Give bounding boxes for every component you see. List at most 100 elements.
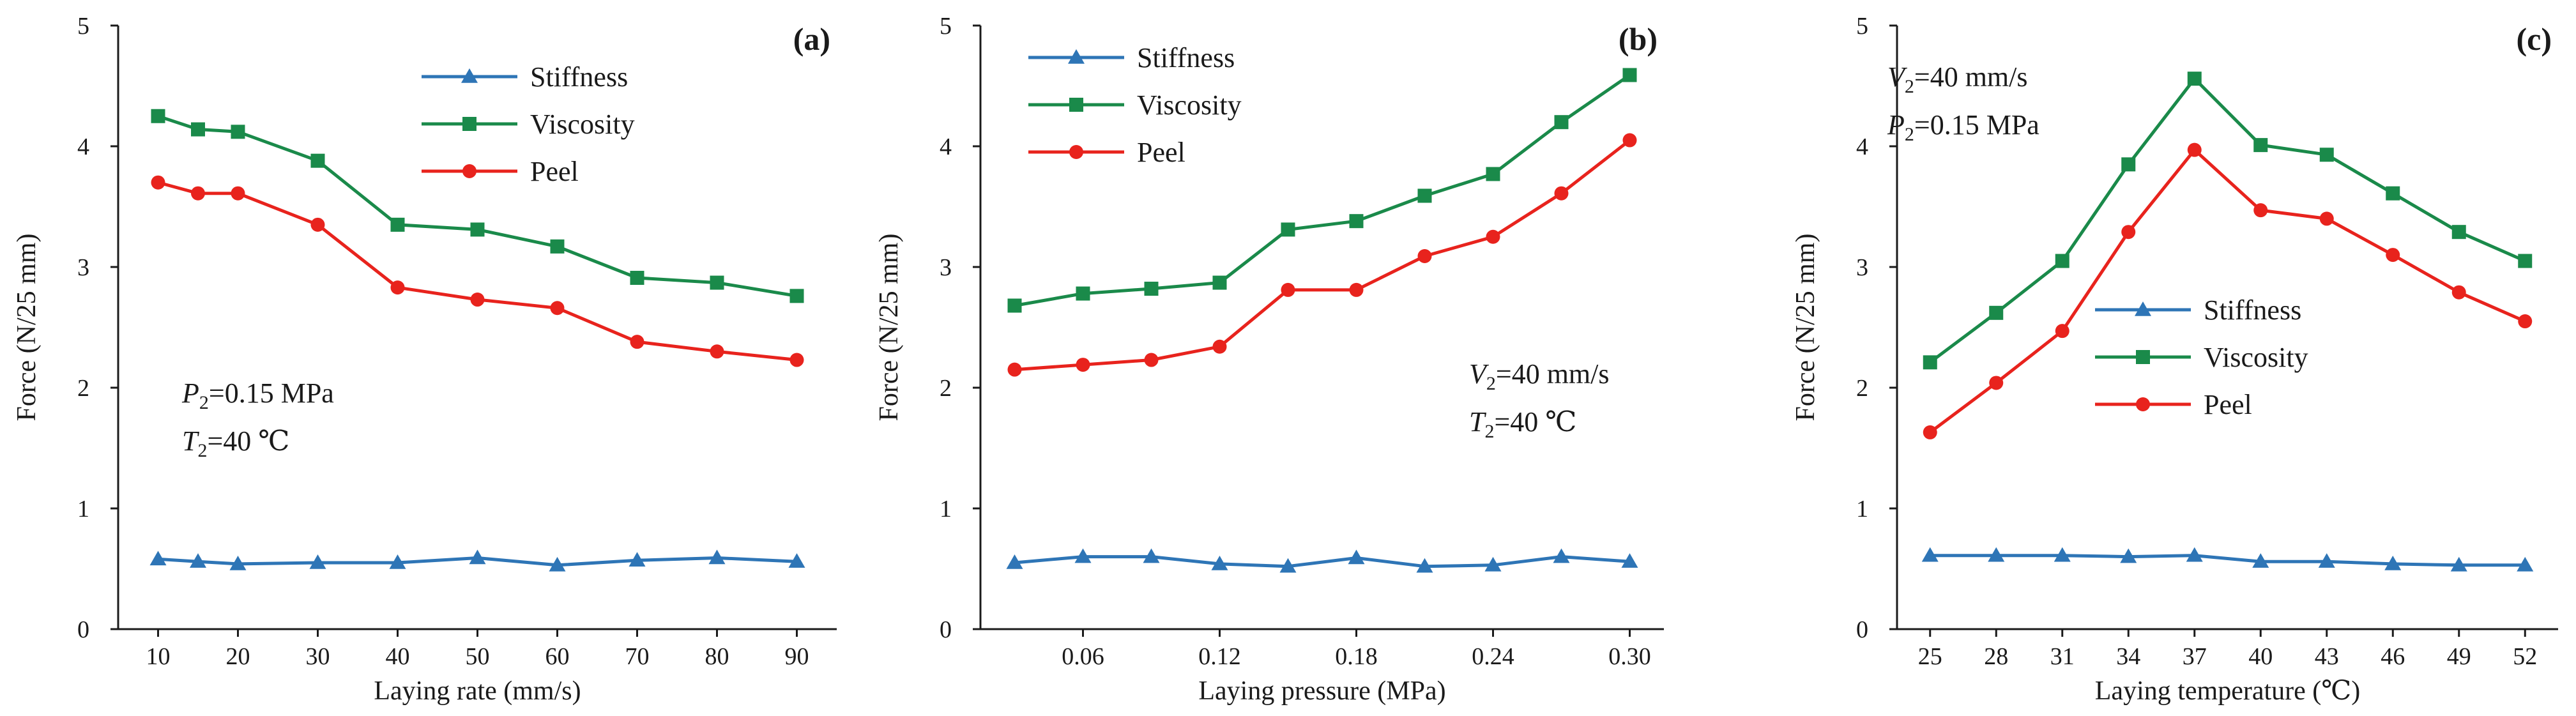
legend: Stiffness Viscosity Peel	[1028, 42, 1242, 168]
series-line	[157, 114, 797, 298]
chart-panel-1: 0 1 2 3 4 5 10 20 30 40 50 60 70 80 90 Laying rate (mm/…	[12, 13, 837, 706]
data-point	[708, 549, 726, 565]
data-point	[461, 68, 478, 83]
data-point	[2319, 148, 2334, 162]
series-line	[157, 181, 797, 362]
series-stiffness	[1006, 548, 1638, 573]
data-point	[2136, 350, 2150, 364]
x-tick-label: 34	[2116, 643, 2140, 670]
panel-tag: (c)	[2517, 21, 2552, 57]
annotation-variable: V	[1887, 61, 1908, 93]
data-point	[1348, 549, 1365, 565]
data-point	[462, 117, 476, 131]
x-tick-label: 90	[785, 643, 809, 670]
annotation-variable: V	[1469, 358, 1490, 390]
x-tick-label: 0.06	[1062, 643, 1104, 670]
data-point	[1989, 305, 2004, 320]
annotation: V2=40 mm/sT2=40 ℃	[1469, 358, 1610, 442]
data-point	[1988, 547, 2005, 562]
data-point	[1074, 548, 1092, 563]
x-tick-label: 49	[2447, 643, 2471, 670]
data-point	[2121, 157, 2136, 172]
x-tick-label: 10	[146, 643, 171, 670]
data-point	[390, 217, 405, 232]
data-point	[1923, 355, 1937, 370]
x-tick-label: 25	[1918, 643, 1942, 670]
data-point	[149, 551, 167, 566]
annotation-line: V2=40 mm/s	[1469, 358, 1610, 394]
series-line	[158, 556, 797, 567]
data-point	[310, 153, 325, 168]
y-tick-label: 5	[940, 13, 952, 40]
data-point	[309, 554, 326, 569]
chart-panel-2: 0 1 2 3 4 5 0.06 0.12 0.18 0.24 0.30 Laying pressur…	[874, 13, 1664, 706]
data-point	[2187, 72, 2202, 86]
data-point	[2252, 553, 2269, 568]
annotation-value: =40 ℃	[1494, 406, 1576, 438]
series-line	[1930, 554, 2526, 567]
annotation-line: P2=0.15 MPa	[181, 377, 334, 413]
annotation-value: =0.15 MPa	[209, 377, 334, 409]
data-point	[1069, 98, 1083, 112]
data-point	[1006, 554, 1023, 569]
annotation-line: P2=0.15 MPa	[1887, 109, 2039, 145]
y-tick-label: 5	[1856, 13, 1868, 40]
x-tick-label: 46	[2381, 643, 2405, 670]
series-line	[1014, 73, 1631, 307]
data-point	[2120, 548, 2137, 563]
data-point	[2055, 254, 2069, 268]
data-point	[1417, 188, 1432, 203]
y-tick-label: 0	[1856, 616, 1868, 643]
data-point	[190, 553, 206, 568]
y-tick-label: 2	[940, 375, 952, 402]
data-point	[1007, 362, 1022, 377]
data-point	[2451, 285, 2466, 300]
data-point	[1144, 282, 1159, 296]
series-viscosity	[1923, 72, 2533, 370]
data-point	[470, 222, 485, 237]
y-tick-label: 3	[1856, 254, 1868, 281]
legend-label: Viscosity	[530, 109, 635, 140]
series-line	[1929, 77, 2526, 364]
data-point	[1212, 275, 1227, 290]
x-tick-label: 0.24	[1472, 643, 1514, 670]
annotation-subscript: 2	[199, 392, 209, 413]
x-tick-label: 31	[2050, 643, 2075, 670]
legend-label: Stiffness	[2204, 294, 2301, 326]
annotation-value: =40 mm/s	[1496, 358, 1610, 390]
data-point	[1076, 286, 1090, 301]
x-tick-label: 0.30	[1608, 643, 1651, 670]
data-point	[2518, 314, 2533, 329]
data-point	[1553, 548, 1570, 563]
annotation-line: T2=40 ℃	[182, 425, 290, 461]
data-point	[390, 280, 405, 295]
x-axis-label: Laying temperature (℃)	[2095, 676, 2360, 706]
legend-label: Peel	[530, 156, 579, 187]
data-point	[2517, 556, 2534, 572]
legend-label: Stiffness	[1137, 42, 1235, 73]
data-point	[151, 109, 165, 123]
data-point	[789, 289, 804, 303]
y-tick-label: 0	[940, 616, 952, 643]
y-tick-label: 3	[940, 254, 952, 281]
x-tick-label: 80	[705, 643, 729, 670]
data-point	[2318, 553, 2335, 568]
y-tick-label: 4	[940, 133, 952, 160]
x-tick-label: 70	[625, 643, 650, 670]
series-peel	[1007, 133, 1637, 377]
data-point	[470, 293, 485, 307]
y-axis-label: Force (N/25 mm)	[1791, 234, 1820, 422]
data-point	[1417, 248, 1432, 263]
y-tick-label: 1	[1856, 496, 1868, 522]
data-point	[1143, 548, 1160, 563]
x-tick-label: 40	[386, 643, 410, 670]
data-point	[630, 335, 644, 349]
data-point	[1144, 353, 1159, 367]
data-point	[2186, 547, 2203, 562]
y-axis-label: Force (N/25 mm)	[12, 234, 42, 422]
x-tick-label: 50	[466, 643, 490, 670]
y-tick-label: 5	[77, 13, 89, 40]
data-point	[1486, 167, 1500, 181]
